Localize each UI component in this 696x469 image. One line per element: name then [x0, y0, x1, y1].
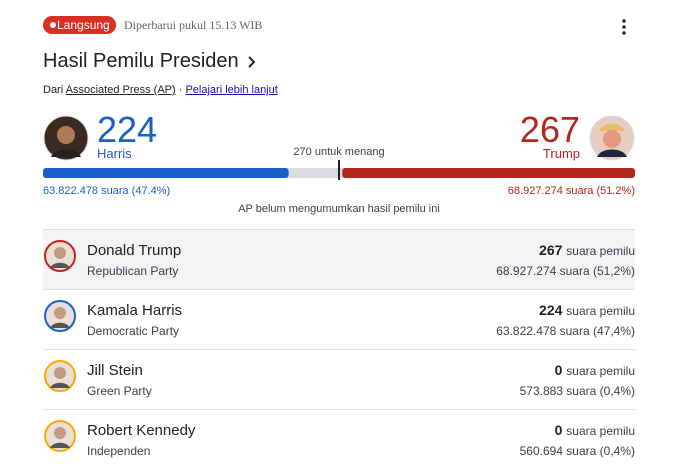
unit: suara pemilu — [566, 364, 635, 378]
harris-bar — [43, 168, 289, 178]
electoral-count: 267 — [539, 242, 563, 258]
harris-name: Harris — [97, 146, 132, 161]
trump-popular: 68.927.274 suara (51.2%) — [507, 185, 635, 197]
avatar — [44, 240, 76, 272]
harris-photo — [43, 115, 89, 161]
badge-text: Langsung — [57, 18, 110, 32]
trump-electoral: 267 — [519, 109, 580, 150]
source-line: Dari Associated Press (AP) · Pelajari le… — [43, 84, 278, 96]
electoral-count: 0 — [554, 362, 563, 378]
unit: suara pemilu — [566, 244, 635, 258]
chevron[interactable] — [246, 55, 258, 69]
result-row[interactable]: Robert Kennedy Independen 0 suara pemilu… — [43, 409, 635, 469]
electoral-votes: 224 suara pemilu — [539, 302, 635, 318]
trump-name: Trump — [542, 146, 580, 161]
separator: · — [178, 84, 183, 96]
candidate-name: Jill Stein — [87, 362, 143, 379]
electoral-count: 224 — [539, 302, 563, 318]
avatar — [44, 360, 76, 392]
avatar — [44, 300, 76, 332]
harris-popular: 63.822.478 suara (47.4%) — [43, 185, 171, 197]
learn-more-link[interactable]: Pelajari lebih lanjut — [185, 84, 278, 96]
party: Republican Party — [87, 264, 179, 278]
source-link[interactable]: Associated Press (AP) — [65, 84, 176, 96]
electoral-votes: 267 suara pemilu — [539, 242, 635, 258]
unit: suara pemilu — [566, 304, 635, 318]
vote-bar — [43, 160, 635, 180]
trump-bar — [342, 168, 635, 178]
popular-votes: 573.883 suara (0,4%) — [519, 384, 635, 398]
popular-votes: 68.927.274 suara (51,2%) — [496, 264, 635, 278]
note: AP belum mengumumkan hasil pemilu ini — [238, 203, 440, 215]
electoral-votes: 0 suara pemilu — [555, 362, 635, 378]
party: Independen — [87, 444, 151, 458]
result-row[interactable]: Jill Stein Green Party 0 suara pemilu 57… — [43, 349, 635, 409]
electoral-votes: 0 suara pemilu — [555, 422, 635, 438]
threshold-label: 270 untuk menang — [293, 146, 385, 158]
trump-photo — [589, 115, 635, 161]
live-badge[interactable]: Langsung — [43, 16, 116, 34]
avatar — [44, 420, 76, 452]
menu-icon[interactable] — [620, 18, 628, 36]
electoral-count: 0 — [554, 422, 563, 438]
party: Green Party — [87, 384, 152, 398]
popular-votes: 63.822.478 suara (47,4%) — [496, 324, 635, 338]
candidate-name: Donald Trump — [87, 242, 182, 259]
unit: suara pemilu — [566, 424, 635, 438]
result-row[interactable]: Donald Trump Republican Party 267 suara … — [43, 229, 635, 289]
source-prefix: Dari — [43, 84, 64, 96]
popular-votes: 560.694 suara (0,4%) — [519, 444, 635, 458]
result-row[interactable]: Kamala Harris Democratic Party 224 suara… — [43, 289, 635, 349]
candidate-name: Robert Kennedy — [87, 422, 196, 439]
candidate-name: Kamala Harris — [87, 302, 183, 319]
title[interactable]: Hasil Pemilu Presiden — [43, 50, 239, 72]
updated-time: Diperbarui pukul 15.13 WIB — [124, 18, 263, 32]
party: Democratic Party — [87, 324, 180, 338]
harris-electoral: 224 — [97, 109, 158, 150]
